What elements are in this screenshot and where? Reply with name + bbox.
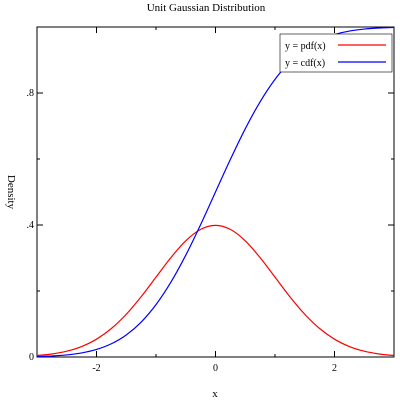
y-tick-label: 0 [29, 352, 34, 363]
y-tick-label: .4 [27, 220, 35, 231]
axis-ticks [37, 27, 394, 358]
x-tick-label: 0 [213, 363, 218, 374]
series-line-pdf [36, 224, 395, 357]
legend-box [279, 33, 393, 73]
chart-title: Unit Gaussian Distribution [147, 2, 266, 14]
axis-tick-labels: -2 0 2 0 .4 .8 [27, 88, 338, 374]
legend-label-pdf: y = pdf(x) [285, 41, 326, 52]
y-axis-label: Density [5, 175, 17, 210]
x-tick-label: -2 [92, 363, 100, 374]
x-tick-label: 2 [332, 363, 337, 374]
y-tick-label: .8 [27, 88, 35, 99]
legend-label-cdf: y = cdf(x) [285, 58, 325, 69]
series-line-cdf [36, 26, 395, 358]
series-lines [36, 26, 395, 358]
x-axis-label: x [212, 388, 218, 400]
legend: y = pdf(x) y = cdf(x) [279, 33, 393, 73]
